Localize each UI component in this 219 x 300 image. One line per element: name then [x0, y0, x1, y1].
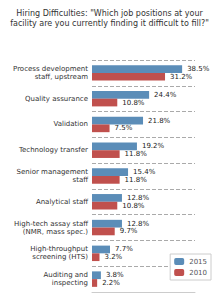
- svg-text:21.8%: 21.8%: [148, 117, 171, 125]
- svg-text:19.2%: 19.2%: [141, 142, 165, 151]
- svg-text:7.5%: 7.5%: [115, 124, 133, 132]
- svg-text:facility are you currently fin: facility are you currently finding it di…: [10, 19, 209, 28]
- svg-text:15.4%: 15.4%: [133, 168, 156, 177]
- svg-text:3.2%: 3.2%: [104, 253, 122, 261]
- svg-text:7.7%: 7.7%: [115, 245, 133, 254]
- svg-text:2015: 2015: [189, 258, 207, 266]
- svg-text:Senior management: Senior management: [17, 168, 89, 176]
- svg-text:24.4%: 24.4%: [154, 91, 177, 99]
- svg-text:High-tech assay staff: High-tech assay staff: [14, 220, 88, 228]
- svg-text:staff, upstream: staff, upstream: [35, 73, 89, 81]
- svg-text:9.7%: 9.7%: [120, 227, 138, 235]
- svg-text:Auditing and: Auditing and: [43, 271, 88, 279]
- svg-text:12.8%: 12.8%: [127, 193, 150, 202]
- svg-text:Process development: Process development: [13, 65, 88, 73]
- svg-text:11.8%: 11.8%: [125, 176, 148, 184]
- svg-text:High-throughput: High-throughput: [30, 245, 88, 253]
- svg-text:Technology transfer: Technology transfer: [18, 146, 88, 154]
- svg-text:inspecting: inspecting: [52, 279, 88, 287]
- svg-text:10.8%: 10.8%: [122, 202, 145, 210]
- svg-text:Validation: Validation: [53, 120, 88, 128]
- svg-text:12.8%: 12.8%: [127, 219, 150, 228]
- svg-text:10.8%: 10.8%: [122, 99, 145, 107]
- svg-text:38.5%: 38.5%: [187, 65, 210, 73]
- svg-text:Hiring Difficulties: "Which jo: Hiring Difficulties: "Which job position…: [16, 9, 203, 18]
- svg-text:11.8%: 11.8%: [125, 150, 148, 158]
- svg-text:31.2%: 31.2%: [170, 73, 193, 81]
- svg-text:(NMR, mass spec.): (NMR, mass spec.): [23, 228, 88, 236]
- svg-text:2.2%: 2.2%: [102, 279, 120, 287]
- svg-text:staff: staff: [72, 176, 88, 184]
- svg-text:Quality assurance: Quality assurance: [25, 95, 88, 103]
- svg-text:3.8%: 3.8%: [105, 271, 124, 280]
- svg-text:screening (HTS): screening (HTS): [32, 253, 88, 261]
- svg-text:2010: 2010: [189, 269, 207, 277]
- svg-text:Analytical staff: Analytical staff: [36, 198, 88, 206]
